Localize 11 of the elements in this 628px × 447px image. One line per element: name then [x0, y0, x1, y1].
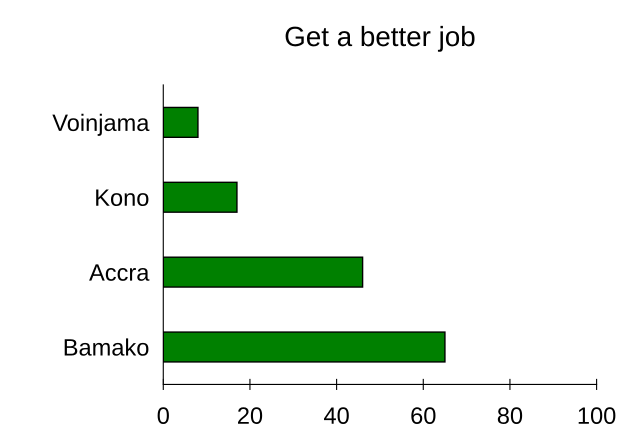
x-tick-label: 20: [238, 407, 262, 424]
y-tick-label: Voinjama: [52, 114, 150, 136]
chart-title: Get a better job: [286, 26, 475, 52]
x-tick-label: 40: [324, 407, 349, 424]
x-tick-label: 0: [158, 407, 169, 424]
y-tick-label: Accra: [89, 264, 150, 281]
y-tick-label: Bamako: [64, 338, 148, 356]
y-tick-label: Kono: [96, 190, 148, 206]
x-tick-label: 100: [578, 407, 616, 424]
x-tick-label: 80: [498, 407, 522, 424]
x-tick-label: 60: [411, 407, 436, 424]
